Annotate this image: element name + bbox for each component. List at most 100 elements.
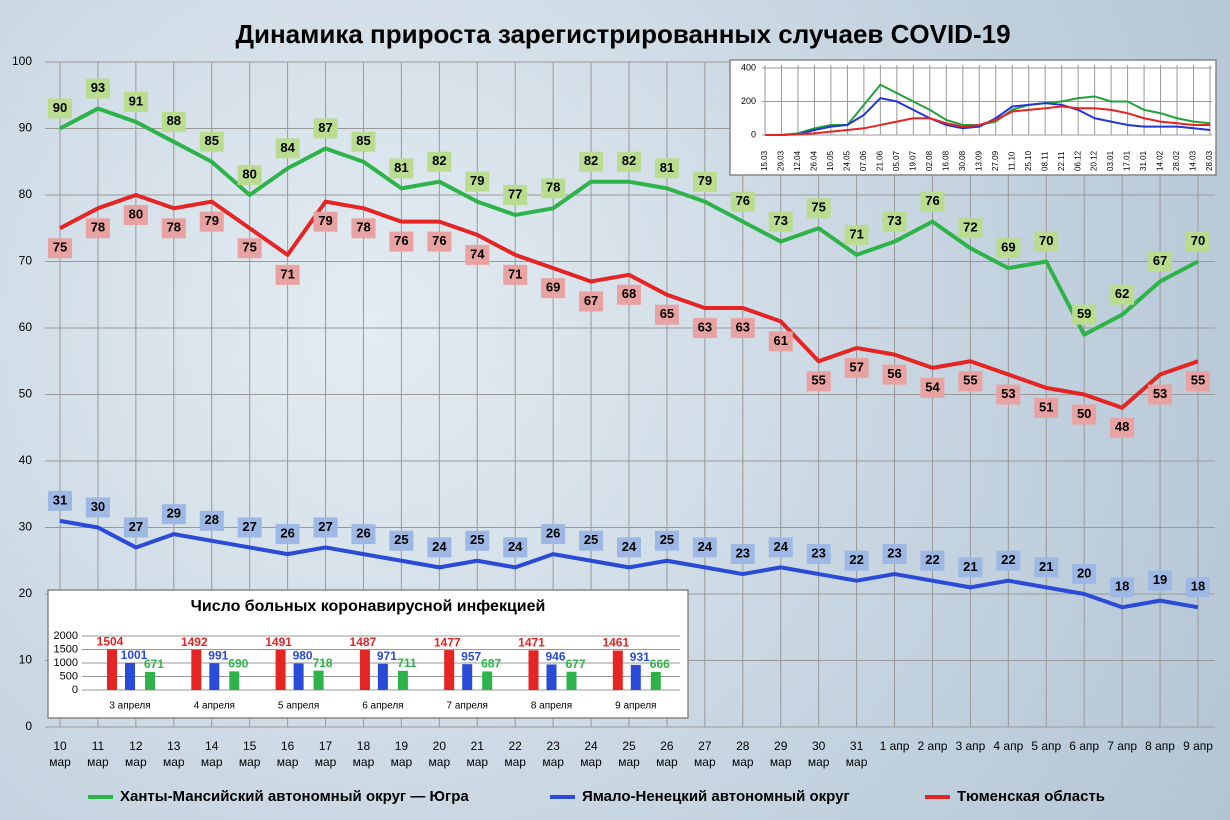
chart-title: Динамика прироста зарегистрированных слу… bbox=[235, 19, 1010, 49]
x-tick-label: 31.01 bbox=[1139, 150, 1148, 171]
bar bbox=[612, 650, 623, 690]
x-tick-label: 24 мар bbox=[580, 739, 602, 769]
value-label-box bbox=[996, 384, 1021, 405]
value-label: 29 bbox=[167, 506, 181, 521]
value-label: 25 bbox=[584, 532, 598, 547]
value-label: 1504 bbox=[97, 635, 124, 649]
x-tick-label: 7 апр bbox=[1107, 739, 1138, 753]
value-label-box bbox=[465, 530, 490, 551]
value-label-box bbox=[844, 224, 869, 245]
y-tick-label: 200 bbox=[741, 96, 756, 106]
value-label: 82 bbox=[622, 153, 636, 168]
line bbox=[59, 193, 1199, 410]
y-tick-label: 70 bbox=[19, 254, 33, 268]
value-label-box bbox=[161, 111, 186, 132]
value-label-box bbox=[1072, 404, 1097, 425]
value-label-box bbox=[1148, 570, 1173, 591]
value-label: 88 bbox=[167, 113, 181, 128]
bar bbox=[630, 664, 641, 690]
x-tick-label: 12 мар bbox=[125, 739, 147, 769]
value-label-box bbox=[958, 371, 983, 392]
value-label-box bbox=[351, 524, 376, 545]
x-tick-label: 6 апр bbox=[1069, 739, 1100, 753]
bar bbox=[209, 663, 220, 690]
value-label: 62 bbox=[1115, 286, 1129, 301]
value-label: 78 bbox=[546, 180, 560, 195]
y-tick-label: 40 bbox=[19, 453, 33, 467]
value-label-box bbox=[1110, 577, 1135, 598]
x-tick-label: 12.04 bbox=[793, 150, 802, 171]
x-tick-label: 9 апреля bbox=[615, 701, 656, 712]
value-label-box bbox=[237, 517, 262, 538]
value-label: 71 bbox=[849, 226, 863, 241]
value-label: 69 bbox=[1001, 240, 1015, 255]
value-label-box bbox=[806, 371, 831, 392]
x-tick-label: 15.03 bbox=[760, 150, 769, 171]
value-label: 87 bbox=[318, 120, 332, 135]
value-label: 82 bbox=[432, 153, 446, 168]
x-tick-label: 23 мар bbox=[542, 739, 564, 769]
value-label: 26 bbox=[546, 526, 560, 541]
value-label-box bbox=[617, 151, 641, 172]
bar bbox=[359, 649, 370, 690]
x-tick-label: 11 мар bbox=[87, 739, 109, 769]
value-label-box bbox=[768, 211, 793, 232]
bar bbox=[528, 650, 539, 690]
value-label-box bbox=[389, 158, 414, 179]
value-label: 21 bbox=[1039, 559, 1053, 574]
x-tick-label: 19.07 bbox=[908, 150, 917, 171]
value-label: 666 bbox=[650, 657, 670, 671]
value-label-box bbox=[768, 331, 793, 352]
bar bbox=[377, 663, 388, 690]
value-label-box bbox=[1072, 564, 1097, 584]
value-label: 72 bbox=[963, 220, 977, 235]
value-label: 75 bbox=[811, 200, 825, 215]
value-label: 56 bbox=[887, 366, 901, 381]
value-label-box bbox=[844, 550, 869, 571]
value-label: 18 bbox=[1191, 579, 1205, 594]
value-label: 85 bbox=[204, 133, 218, 148]
value-label: 24 bbox=[508, 539, 523, 554]
value-label-box bbox=[161, 504, 186, 525]
value-label-box bbox=[1034, 557, 1059, 578]
value-label: 26 bbox=[356, 526, 370, 541]
x-tick-label: 19 мар bbox=[390, 739, 413, 769]
x-tick-label: 26.04 bbox=[810, 150, 819, 171]
value-label: 711 bbox=[397, 656, 417, 670]
x-tick-label: 06.12 bbox=[1073, 150, 1082, 171]
x-tick-label: 29 мар bbox=[769, 739, 792, 769]
value-label: 90 bbox=[53, 100, 67, 115]
value-label-box bbox=[1034, 231, 1059, 252]
x-tick-label: 1 апр bbox=[879, 739, 910, 753]
value-label-box bbox=[920, 377, 945, 398]
value-label-box bbox=[48, 98, 72, 119]
value-label-box bbox=[313, 517, 338, 538]
value-label: 25 bbox=[394, 532, 408, 547]
bar bbox=[191, 649, 202, 690]
value-label: 18 bbox=[1115, 579, 1129, 594]
x-tick-label: 27.09 bbox=[991, 150, 1000, 171]
x-tick-label: 8 апреля bbox=[531, 701, 572, 712]
value-label: 78 bbox=[356, 220, 370, 235]
value-label-box bbox=[579, 151, 604, 172]
line bbox=[59, 106, 1199, 337]
x-tick-label: 22.11 bbox=[1057, 151, 1066, 171]
x-tick-label: 31 мар bbox=[845, 739, 868, 769]
value-label: 69 bbox=[546, 280, 560, 295]
value-label: 19 bbox=[1153, 572, 1167, 587]
x-tick-label: 05.07 bbox=[892, 150, 901, 171]
bar bbox=[444, 650, 455, 690]
value-label-box bbox=[1072, 304, 1097, 325]
x-tick-label: 28.03 bbox=[1205, 150, 1214, 171]
x-tick-label: 7 апреля bbox=[447, 701, 488, 712]
value-label: 71 bbox=[280, 266, 294, 281]
value-label: 76 bbox=[736, 193, 750, 208]
value-label-box bbox=[199, 131, 224, 152]
value-label: 61 bbox=[773, 333, 787, 348]
value-label-box bbox=[161, 218, 186, 239]
y-tick-label: 2000 bbox=[54, 630, 78, 642]
value-label: 63 bbox=[736, 319, 750, 334]
bar bbox=[462, 664, 473, 690]
value-label-box bbox=[275, 524, 300, 545]
value-label: 73 bbox=[773, 213, 787, 228]
